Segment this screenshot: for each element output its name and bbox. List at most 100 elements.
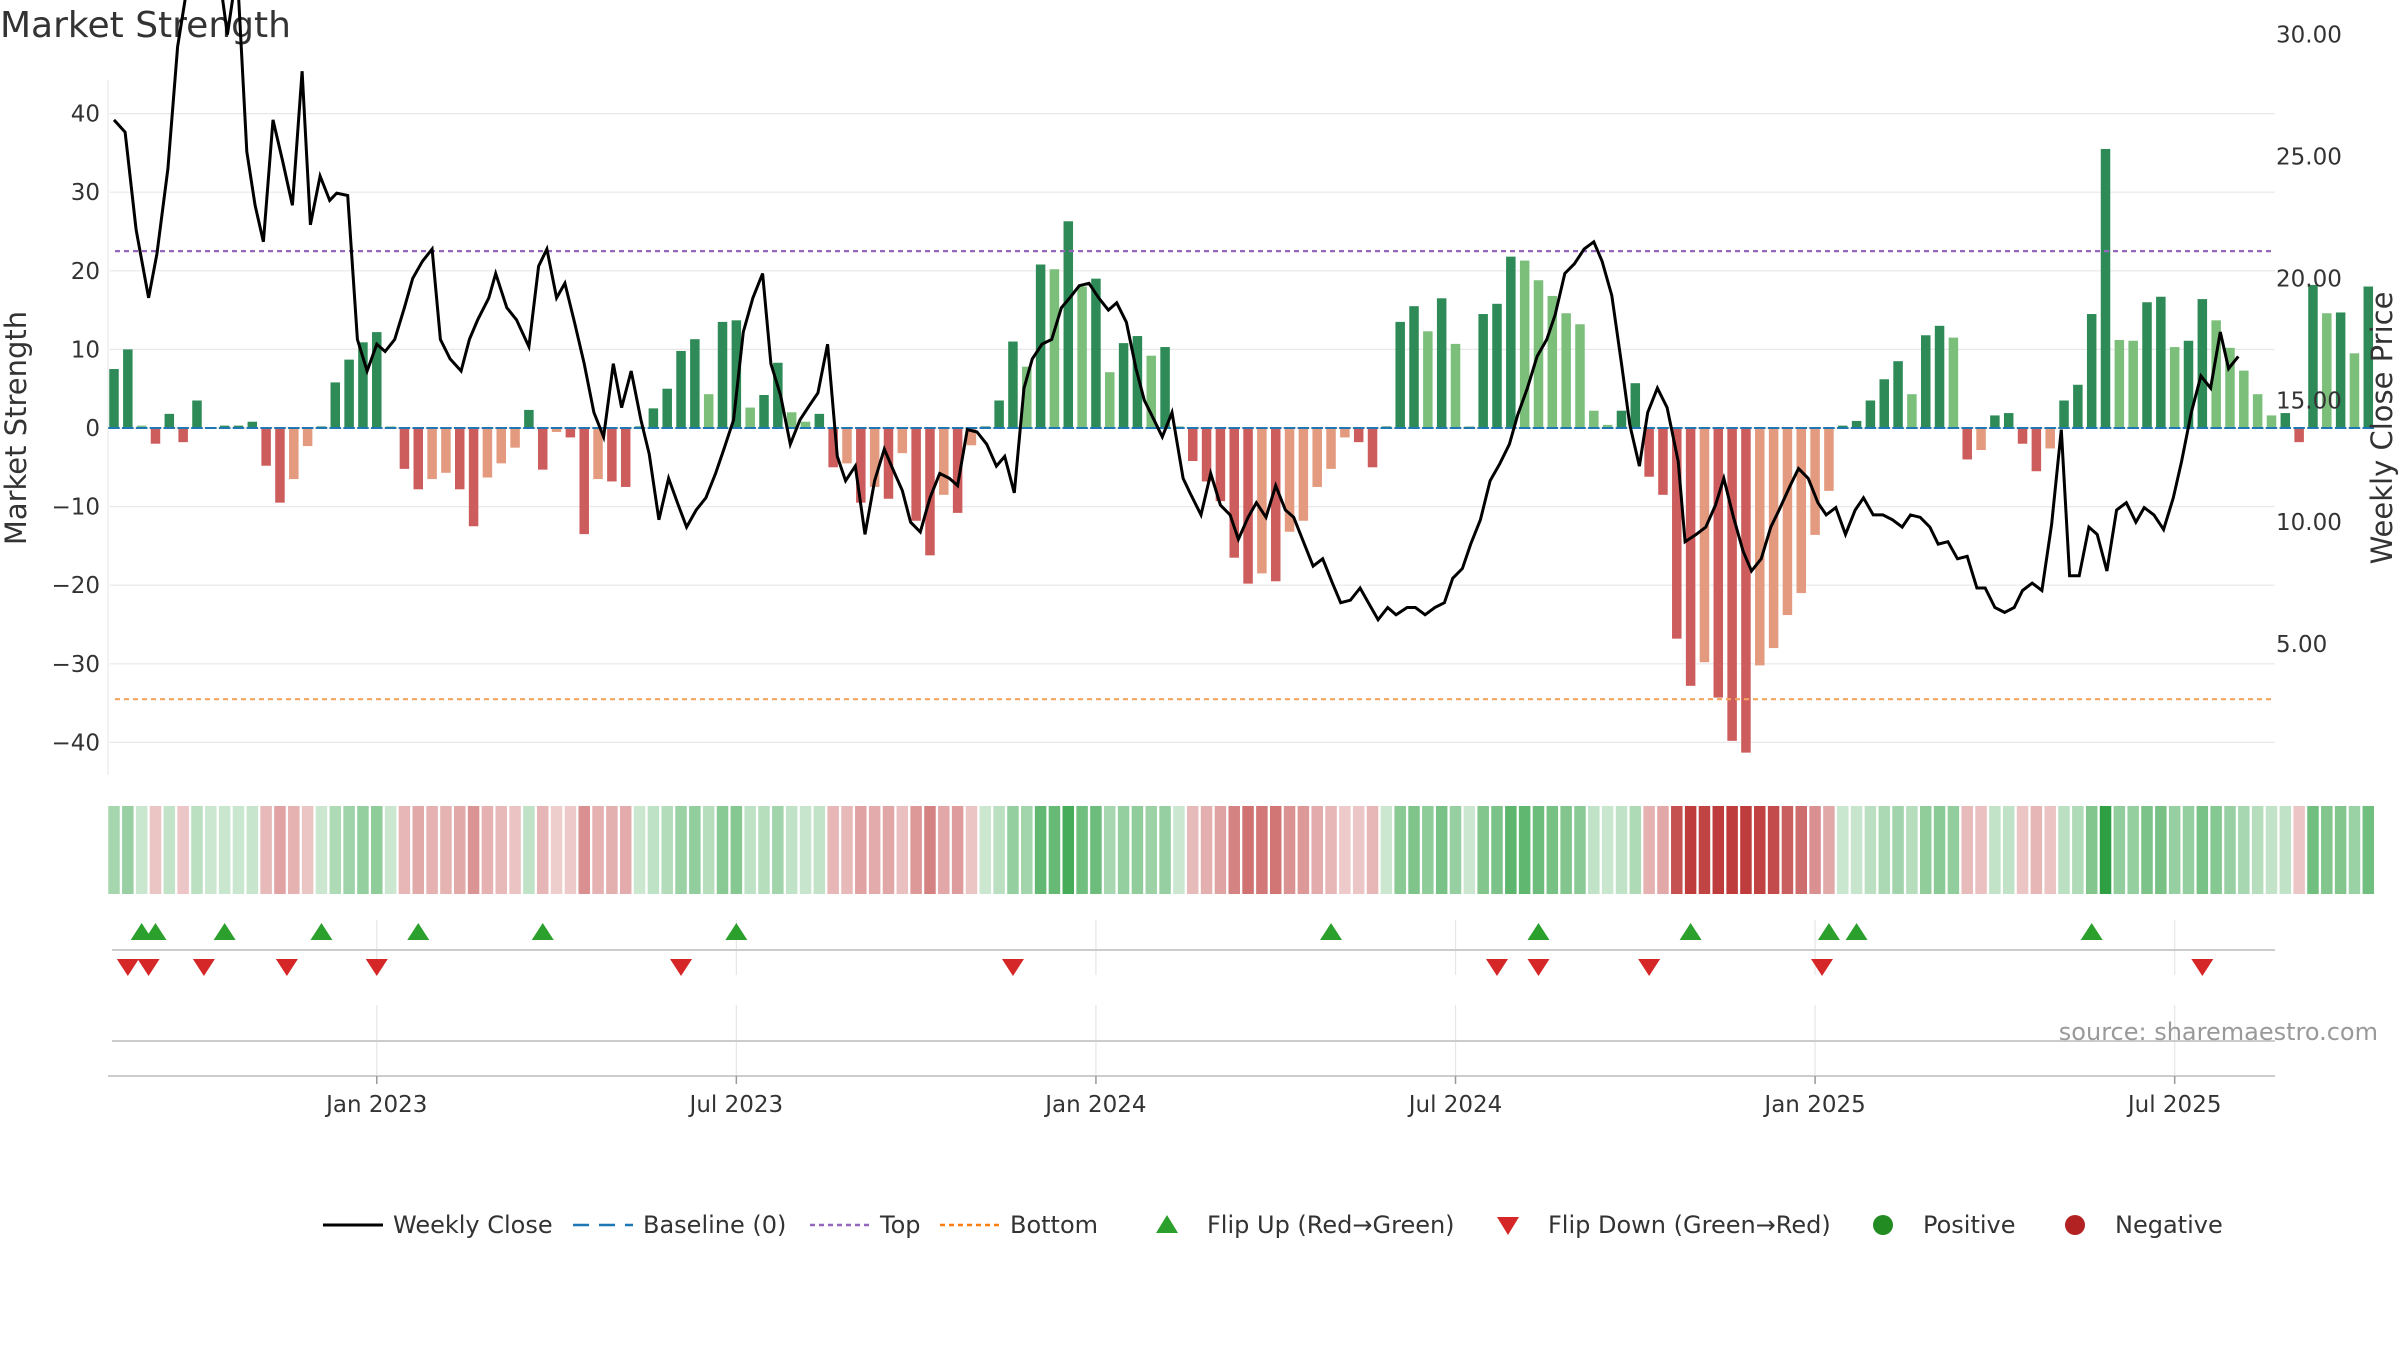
flip-up-marker (1845, 923, 1868, 940)
flip-down-marker (1811, 959, 1834, 976)
strip-cell (1989, 806, 2001, 894)
strength-bar (510, 428, 520, 448)
strength-bar (2322, 313, 2332, 428)
strip-cell (384, 806, 397, 894)
strip-cell (951, 806, 964, 894)
strength-bar (1340, 428, 1350, 438)
legend-label: Positive (1923, 1211, 2016, 1239)
strength-bar (1146, 355, 1156, 428)
legend-swatch-triangle-down (1497, 1217, 1519, 1235)
strip-cell (260, 806, 272, 894)
legend-item: Flip Up (Red→Green) (1156, 1211, 1455, 1239)
strip-cell (619, 806, 632, 894)
strip-cell (2251, 806, 2264, 894)
strength-bar (1423, 331, 1433, 428)
strength-bar (372, 332, 382, 428)
flip-up-marker (130, 923, 153, 940)
strength-bar (800, 421, 811, 428)
strip-cell (730, 806, 743, 894)
legend-swatch-circle (2065, 1215, 2085, 1235)
strength-bar (136, 425, 147, 428)
strength-bar (703, 394, 714, 428)
strip-cell (1698, 806, 1711, 894)
strip-cell (274, 806, 286, 894)
strip-cell (1007, 806, 1019, 894)
strength-bar (1367, 428, 1378, 468)
right-tick-label: 30.00 (2276, 23, 2342, 49)
strength-bar (1132, 336, 1143, 428)
strip-cell (1186, 806, 1199, 894)
flip-down-marker (116, 959, 139, 976)
strip-cell (1159, 806, 1171, 894)
strength-bar (828, 428, 838, 468)
strength-bar (593, 428, 603, 480)
strip-cell (2044, 806, 2056, 894)
left-tick-label: 30 (71, 180, 100, 206)
strength-bar (1105, 372, 1115, 428)
strip-cell (564, 806, 577, 894)
strip-cell (495, 806, 507, 894)
strip-cell (1671, 806, 1683, 894)
strength-bar (2142, 302, 2152, 428)
strength-bar (1506, 256, 1516, 428)
strength-bar (897, 428, 908, 454)
strip-cell (1090, 806, 1102, 894)
strength-bar (2335, 312, 2346, 428)
strip-cell (1366, 806, 1379, 894)
strip-cell (1380, 806, 1393, 894)
strip-cell (149, 806, 162, 894)
strength-bar (551, 428, 562, 432)
strip-cell (758, 806, 770, 894)
strength-bar (2017, 428, 2028, 444)
strip-cell (2099, 806, 2112, 894)
strength-bar (814, 413, 825, 428)
strip-cell (1823, 806, 1835, 894)
strip-cell (2321, 806, 2333, 894)
strip-cell (882, 806, 895, 894)
strip-cell (1864, 806, 1877, 894)
strip-cell (1809, 806, 1821, 894)
strip-cell (1214, 806, 1227, 894)
x-tick-label: Jan 2023 (324, 1092, 427, 1118)
strip-cell (467, 806, 480, 894)
strip-cell (205, 806, 217, 894)
strength-bar (1022, 366, 1032, 428)
strip-cell (2002, 806, 2015, 894)
strip-cell (2334, 806, 2347, 894)
strength-bar (952, 428, 963, 513)
strength-bar (358, 342, 368, 428)
strip-cell (343, 806, 355, 894)
strip-cell (1062, 806, 1075, 894)
legend-item: Positive (1873, 1211, 2016, 1239)
strength-bar (1948, 337, 1959, 428)
strength-bar (1284, 428, 1295, 532)
strip-cell (454, 806, 466, 894)
strip-cell (1242, 806, 1254, 894)
strip-cell (357, 806, 369, 894)
strip-cell (1352, 806, 1365, 894)
strength-bar (1049, 269, 1060, 428)
strip-cell (412, 806, 425, 894)
strip-cell (1297, 806, 1310, 894)
strip-cell (1145, 806, 1157, 894)
strength-bar (2197, 299, 2208, 428)
strength-bar (1091, 278, 1101, 428)
strength-bar (1865, 400, 1876, 428)
flip-down-marker (670, 959, 693, 976)
strip-cell (1615, 806, 1628, 894)
strength-bar (994, 400, 1004, 428)
strength-bar (1008, 341, 1018, 428)
strength-bar (468, 428, 479, 527)
strip-cell (426, 806, 438, 894)
strength-bar (1796, 428, 1807, 594)
strip-cell (1892, 806, 1904, 894)
strength-bar (1934, 325, 1945, 428)
flip-up-marker (1817, 923, 1840, 940)
strip-cell (1491, 806, 1503, 894)
strength-bar (2031, 428, 2042, 472)
strength-bar (690, 339, 700, 428)
strength-bar (1215, 428, 1226, 502)
x-tick-label: Jan 2025 (1762, 1092, 1865, 1118)
weekly-close-line (112, 0, 2240, 623)
strength-bar (1616, 410, 1627, 428)
